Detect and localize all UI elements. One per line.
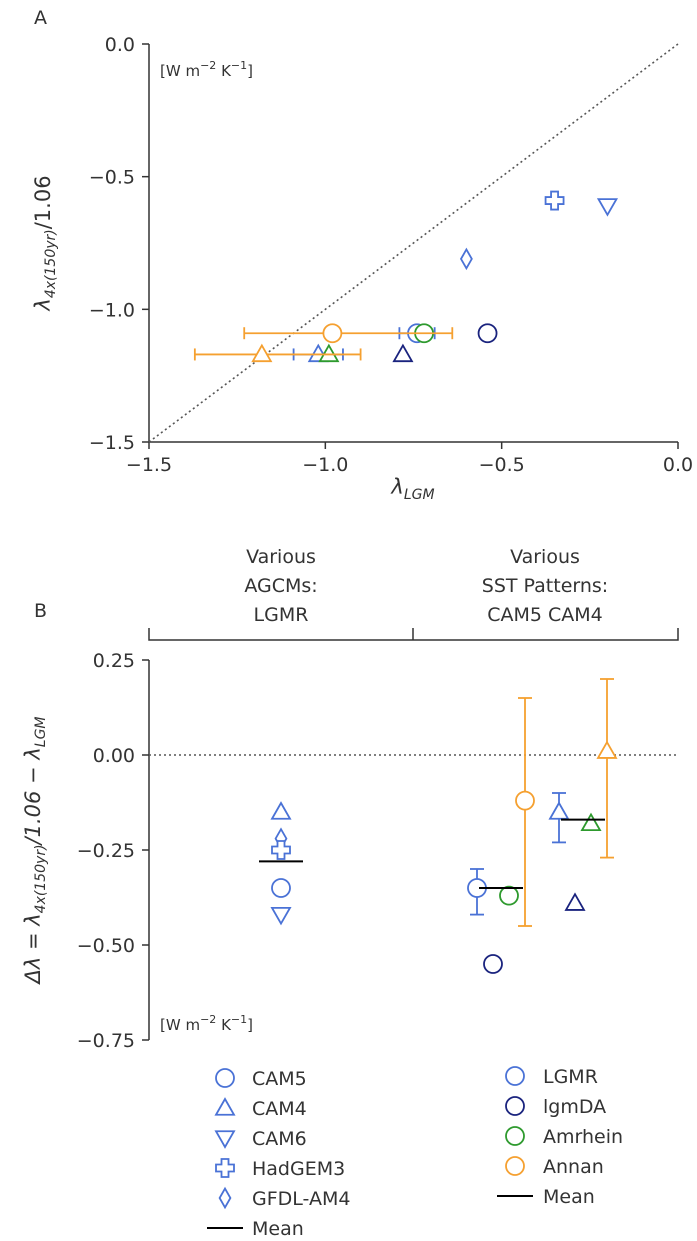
b-point-agcm-cam5 xyxy=(271,878,291,898)
a-y-tick-label: −1.0 xyxy=(89,299,135,321)
panel-a-units: [W m−2 K−1] xyxy=(160,59,253,80)
panel-a-marks: −1.5 −1.0 −0.5 0.0 0.0 −0.5 −1.0 −1.5 xyxy=(89,34,693,476)
triangle-down-marker-icon xyxy=(214,1130,236,1149)
group-label-right-2: SST Patterns: xyxy=(482,575,608,597)
plus-marker-icon xyxy=(215,1158,235,1178)
a-point-cam4-lgmda xyxy=(392,343,414,363)
circle-lgmr-icon xyxy=(505,1066,525,1086)
a-point-cam4-annan xyxy=(251,343,273,363)
diamond-marker-icon xyxy=(218,1186,232,1210)
b-point-cam4-annan xyxy=(596,740,618,759)
circle-marker-icon xyxy=(215,1068,235,1088)
group-label-right-3: CAM5 CAM4 xyxy=(487,604,603,626)
b-point-agcm-cam6 xyxy=(270,906,292,926)
a-point-cam5-lgmda xyxy=(477,323,498,344)
group-label-left-3: LGMR xyxy=(254,604,309,626)
b-point-agcm-hadgem3 xyxy=(271,840,291,860)
legend-right-label: lgmDA xyxy=(543,1096,606,1118)
legend-right-label: Amrhein xyxy=(543,1126,623,1148)
group-brackets: Various AGCMs: LGMR Various SST Patterns… xyxy=(148,546,679,641)
b-y-tick-label: −0.50 xyxy=(77,935,135,957)
b-y-tick-label: −0.25 xyxy=(77,840,135,862)
circle-annan-icon xyxy=(505,1156,525,1176)
panel-a-label: A xyxy=(34,7,47,29)
a-x-tick-label: −1.0 xyxy=(302,454,348,476)
panel-a: A [W m−2 K−1] λLGM λ4x(150yr)/1.06 xyxy=(31,7,678,503)
circle-amrhein-icon xyxy=(505,1126,525,1146)
b-point-cam4-lgmr xyxy=(548,801,570,820)
b-point-cam4-amrhein xyxy=(580,812,602,832)
a-x-tick-label: 0.0 xyxy=(663,454,693,476)
b-point-cam5-annan xyxy=(515,790,535,811)
legend-left-label: Mean xyxy=(252,1218,304,1240)
b-y-tick-label: 0.00 xyxy=(93,745,135,767)
panel-b-label: B xyxy=(34,600,47,622)
legend-left-label: CAM4 xyxy=(252,1098,307,1120)
a-x-tick-label: −0.5 xyxy=(479,454,525,476)
b-y-tick-label: 0.25 xyxy=(93,650,135,672)
panel-a-y-label: λ4x(150yr)/1.06 xyxy=(31,175,59,311)
legend: CAM5 CAM4 CAM6 HadGEM3 GFDL-AM4 Mean LGMR lgmDA… xyxy=(207,1066,623,1240)
panel-b: B [W m−2 K−1] Δλ = λ4x(150yr)/1.06 − λLG… xyxy=(21,600,253,1040)
bracket-line xyxy=(148,628,679,641)
one-to-one-line xyxy=(148,43,679,443)
triangle-up-marker-icon xyxy=(214,1097,236,1116)
a-y-tick-label: 0.0 xyxy=(105,34,135,56)
legend-left-label: HadGEM3 xyxy=(252,1158,345,1180)
a-point-cam6-lgmr xyxy=(596,198,619,217)
panel-b-marks: 0.25 0.00 −0.25 −0.50 −0.75 xyxy=(77,650,678,1052)
a-point-cam5-annan xyxy=(322,323,343,344)
b-y-tick-label: −0.75 xyxy=(77,1030,135,1052)
legend-left-label: GFDL-AM4 xyxy=(252,1188,350,1210)
group-label-left-1: Various xyxy=(246,546,316,568)
a-y-tick-label: −1.5 xyxy=(89,432,135,454)
group-label-right-1: Various xyxy=(510,546,580,568)
legend-right-label: LGMR xyxy=(543,1066,598,1088)
panel-b-units: [W m−2 K−1] xyxy=(160,1013,253,1034)
circle-lgmda-icon xyxy=(505,1096,525,1116)
a-point-cam4-amrhein xyxy=(318,343,340,363)
a-point-gfdl-am4-lgmr xyxy=(459,247,473,271)
legend-left-label: CAM6 xyxy=(252,1128,307,1150)
b-point-cam4-lgmda xyxy=(564,892,586,911)
a-x-tick-label: −1.5 xyxy=(126,454,172,476)
group-label-left-2: AGCMs: xyxy=(244,575,317,597)
b-point-cam5-lgmda xyxy=(483,954,503,974)
b-point-cam5-amrhein xyxy=(499,885,519,906)
panel-b-y-label: Δλ = λ4x(150yr)/1.06 − λLGM xyxy=(21,716,49,985)
a-y-tick-label: −0.5 xyxy=(89,167,135,189)
panel-a-x-label: λLGM xyxy=(390,475,434,503)
a-point-hadgem3-lgmr xyxy=(544,190,565,211)
legend-right-label: Mean xyxy=(543,1186,595,1208)
legend-left-label: CAM5 xyxy=(252,1068,307,1090)
legend-right-label: Annan xyxy=(543,1156,604,1178)
b-point-agcm-cam4 xyxy=(270,801,292,820)
